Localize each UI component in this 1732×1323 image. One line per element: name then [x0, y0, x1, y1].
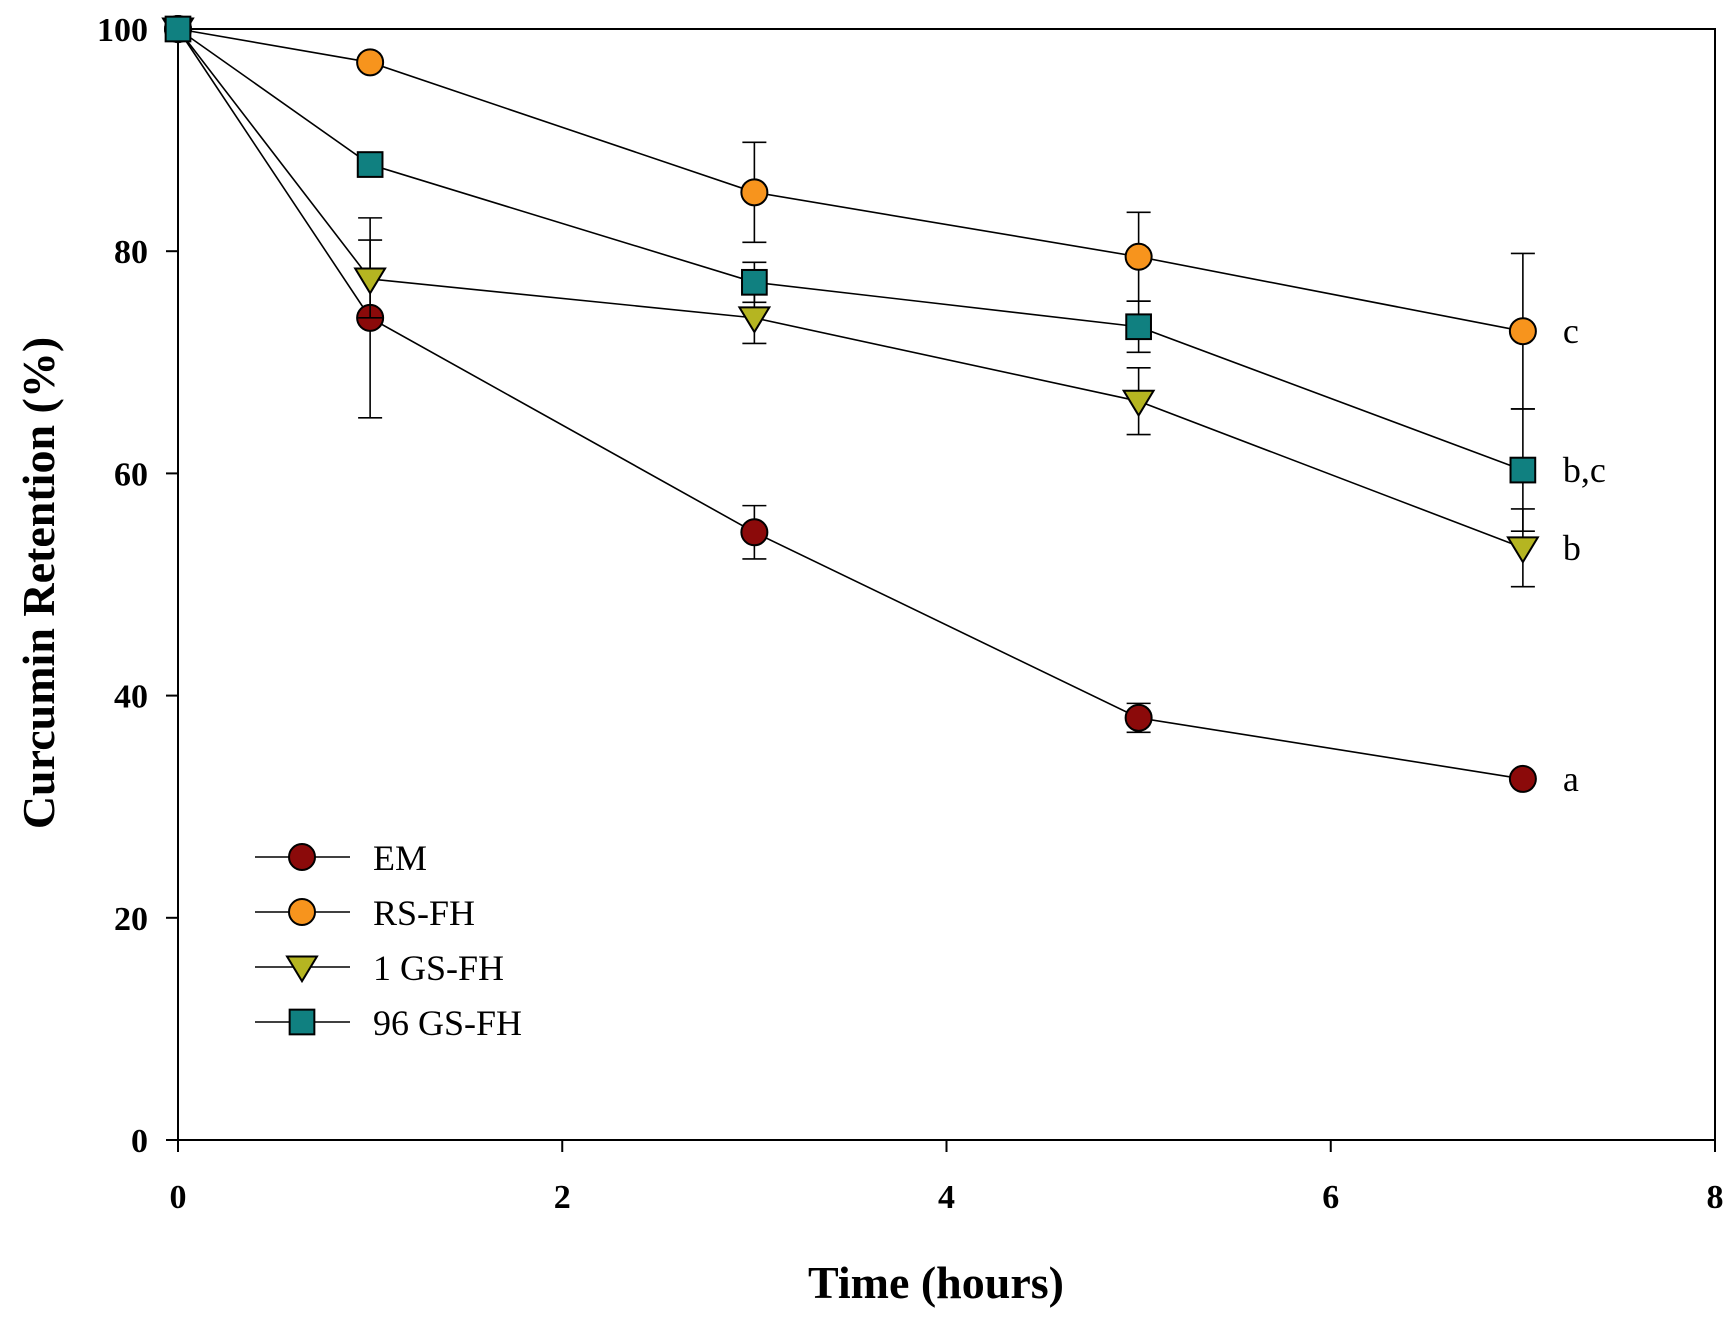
series-line-96-gs-fh — [177, 28, 1524, 471]
data-point — [1121, 389, 1156, 418]
series-line-rs-fh — [177, 28, 1524, 332]
y-tick-label: 80 — [114, 234, 148, 271]
data-point — [356, 48, 385, 77]
data-point — [1508, 317, 1537, 346]
data-point — [1506, 536, 1540, 564]
data-point — [1509, 456, 1537, 484]
x-tick-label: 6 — [1322, 1179, 1339, 1216]
legend-item-em: EM — [255, 838, 427, 878]
series-layer — [161, 15, 1540, 793]
data-point — [1125, 313, 1152, 341]
legend-item-96-gs-fh: 96 GS-FH — [255, 1003, 522, 1043]
legend-item-1-gs-fh: 1 GS-FH — [255, 948, 504, 988]
legend-label: 96 GS-FH — [373, 1003, 522, 1043]
x-tick-label: 8 — [1707, 1179, 1724, 1216]
data-point — [1124, 242, 1153, 271]
data-point — [740, 178, 769, 207]
series-line-em — [177, 28, 1524, 780]
y-tick-label: 60 — [114, 456, 148, 493]
data-point — [740, 518, 769, 547]
x-tick-label: 4 — [938, 1179, 955, 1216]
legend-label: 1 GS-FH — [373, 948, 504, 988]
legend-item-rs-fh: RS-FH — [255, 893, 475, 933]
annotation-rs-fh: c — [1563, 311, 1579, 351]
legend-marker — [285, 955, 319, 984]
annotation-em: a — [1563, 759, 1579, 799]
legend-marker — [288, 898, 316, 926]
data-point — [1124, 703, 1153, 732]
data-point — [1508, 764, 1537, 793]
legend-label: RS-FH — [373, 893, 475, 933]
annotation-96-gs-fh: b,c — [1563, 450, 1606, 490]
x-tick-label: 0 — [170, 1179, 187, 1216]
data-point — [353, 267, 387, 296]
data-point — [741, 268, 768, 296]
data-point — [164, 15, 192, 43]
legend: EM RS-FH 1 GS-FH 96 GS-FH — [255, 838, 522, 1043]
y-tick-label: 40 — [114, 679, 148, 716]
data-point — [737, 306, 772, 334]
legend-marker — [288, 843, 316, 871]
legend-label: EM — [373, 838, 427, 878]
x-tick-label: 2 — [554, 1179, 571, 1216]
y-tick-label: 100 — [97, 12, 148, 49]
data-point — [356, 151, 384, 178]
series-em — [164, 15, 1537, 793]
x-axis-title: Time (hours) — [808, 1257, 1064, 1308]
series-line-1-gs-fh — [177, 28, 1524, 549]
y-tick-label: 0 — [131, 1123, 148, 1160]
y-axis-title: Curcumin Retention (%) — [13, 337, 64, 829]
annotation-1-gs-fh: b — [1563, 528, 1581, 568]
legend-marker — [288, 1008, 316, 1036]
series-1-gs-fh — [161, 17, 1540, 588]
y-tick-label: 20 — [114, 901, 148, 938]
series-96-gs-fh — [164, 15, 1537, 532]
annotations: a c b b,c — [1563, 311, 1606, 799]
